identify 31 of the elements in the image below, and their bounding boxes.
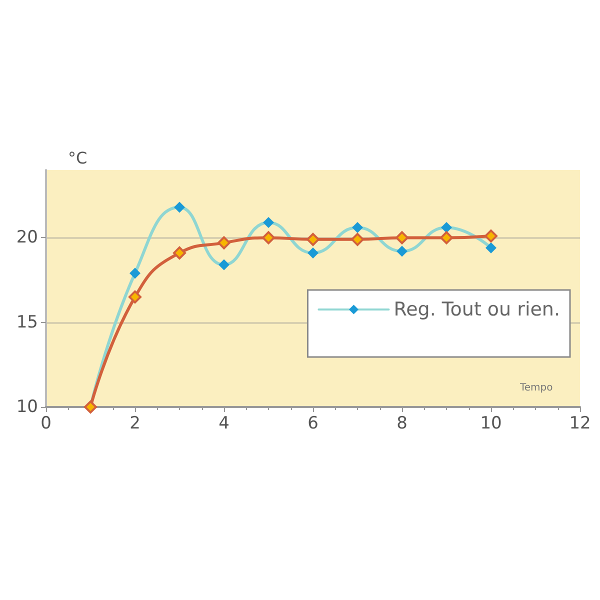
point bbox=[130, 268, 140, 279]
point bbox=[306, 232, 320, 246]
x-tick-label: 4 bbox=[218, 414, 230, 434]
point bbox=[352, 222, 363, 234]
x-tick-label: 8 bbox=[396, 414, 408, 434]
point bbox=[486, 242, 496, 254]
point bbox=[218, 259, 230, 270]
x-tick-label: 6 bbox=[308, 414, 318, 434]
point bbox=[484, 230, 498, 243]
point bbox=[174, 202, 185, 213]
y-tick-label: 20 bbox=[16, 228, 38, 248]
y-axis-title: °C bbox=[68, 148, 88, 168]
point bbox=[128, 290, 142, 304]
x-tick-label: 0 bbox=[40, 414, 52, 434]
x-tick-label: 2 bbox=[130, 414, 140, 434]
point bbox=[396, 231, 408, 244]
y-tick-label: 10 bbox=[16, 397, 38, 417]
point bbox=[396, 246, 408, 257]
point bbox=[308, 247, 318, 258]
y-tick-label: 15 bbox=[16, 312, 38, 332]
point bbox=[262, 231, 275, 244]
x-axis-title: Tempo bbox=[519, 382, 553, 394]
x-tick-label: 12 bbox=[569, 414, 591, 434]
point bbox=[173, 246, 186, 260]
legend-label: Reg. Tout ou rien. bbox=[394, 298, 560, 320]
x-tick-label: 10 bbox=[480, 414, 502, 434]
point bbox=[263, 216, 274, 228]
point bbox=[440, 231, 453, 244]
point bbox=[218, 236, 230, 250]
point bbox=[351, 232, 364, 246]
point bbox=[441, 222, 452, 234]
